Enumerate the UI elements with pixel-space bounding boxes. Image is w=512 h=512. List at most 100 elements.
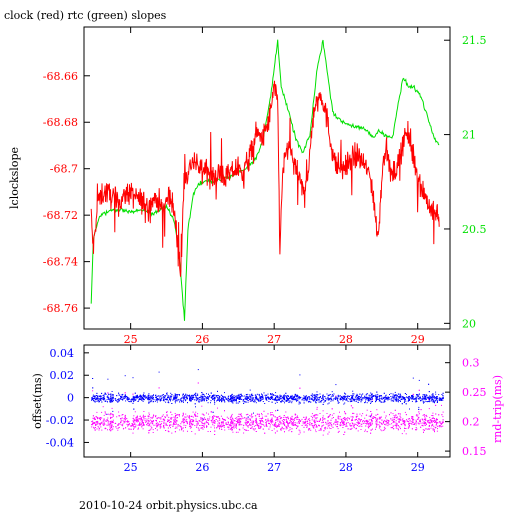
offset-point (182, 393, 184, 395)
roundtrip-point (171, 432, 173, 434)
offset-point (137, 396, 139, 398)
roundtrip-point (110, 416, 112, 418)
offset-point (272, 398, 274, 400)
offset-point (408, 398, 410, 400)
roundtrip-point (144, 418, 146, 420)
offset-point (345, 393, 347, 395)
roundtrip-point (92, 415, 94, 417)
roundtrip-point (292, 422, 293, 424)
roundtrip-point (362, 413, 364, 415)
top-plot-frame (83, 26, 451, 330)
offset-point (178, 394, 180, 395)
roundtrip-point (291, 431, 293, 433)
roundtrip-point (339, 424, 341, 426)
offset-point (191, 397, 193, 399)
roundtrip-point (316, 408, 318, 410)
offset-point (213, 394, 214, 396)
roundtrip-point (233, 427, 235, 429)
offset-point (315, 394, 317, 396)
offset-point (284, 402, 285, 404)
roundtrip-point (263, 424, 265, 426)
roundtrip-point (431, 415, 433, 416)
offset-point (136, 396, 138, 398)
offset-point (388, 397, 390, 399)
roundtrip-point (435, 413, 437, 415)
offset-point (124, 375, 126, 377)
roundtrip-point (290, 421, 292, 422)
top-right-tick-label: 21.5 (462, 34, 487, 47)
roundtrip-point (92, 423, 93, 425)
roundtrip-point (91, 424, 93, 426)
offset-point (337, 399, 338, 401)
offset-point (342, 397, 343, 398)
offset-point (145, 397, 147, 399)
offset-point (316, 398, 318, 400)
offset-point (239, 393, 241, 395)
roundtrip-point (186, 415, 188, 417)
offset-point (258, 394, 260, 396)
roundtrip-point (217, 416, 219, 418)
offset-point (279, 394, 281, 396)
top-y-axis-label: lclockslope (8, 147, 21, 209)
offset-point (327, 398, 329, 400)
roundtrip-point (302, 423, 304, 425)
roundtrip-point (239, 419, 241, 421)
offset-point (292, 397, 293, 399)
roundtrip-point (283, 416, 285, 418)
roundtrip-point (139, 418, 141, 420)
roundtrip-point (284, 431, 285, 433)
offset-point (179, 394, 180, 396)
offset-point (153, 401, 155, 402)
roundtrip-point (201, 421, 203, 423)
roundtrip-point (206, 422, 208, 424)
roundtrip-point (112, 426, 114, 428)
offset-point (127, 397, 128, 399)
offset-point (384, 401, 386, 403)
offset-point (201, 395, 203, 397)
roundtrip-point (148, 417, 150, 419)
roundtrip-point (95, 423, 96, 425)
roundtrip-point (196, 424, 198, 426)
roundtrip-point (150, 417, 152, 419)
roundtrip-point (395, 417, 397, 419)
offset-point (375, 400, 377, 402)
roundtrip-point (207, 431, 209, 432)
offset-point (230, 397, 232, 399)
offset-point (351, 400, 353, 402)
roundtrip-point (405, 433, 407, 435)
offset-point (149, 401, 151, 403)
offset-point (381, 398, 383, 400)
roundtrip-point (125, 419, 126, 421)
roundtrip-point (135, 417, 137, 419)
roundtrip-point (138, 424, 140, 426)
roundtrip-point (278, 425, 280, 427)
roundtrip-point (110, 423, 112, 425)
roundtrip-point (265, 424, 267, 426)
roundtrip-point (415, 427, 417, 428)
offset-point (407, 400, 409, 402)
roundtrip-point (264, 415, 266, 417)
offset-point (230, 395, 232, 397)
roundtrip-point (224, 429, 226, 431)
roundtrip-point (247, 418, 249, 420)
roundtrip-point (339, 416, 341, 418)
roundtrip-point (143, 416, 145, 418)
offset-point (91, 398, 93, 400)
roundtrip-point (347, 422, 349, 424)
offset-point (236, 400, 237, 402)
roundtrip-point (429, 419, 431, 421)
roundtrip-point (226, 416, 228, 418)
offset-point (92, 398, 94, 399)
roundtrip-point (269, 423, 270, 425)
offset-point (147, 394, 149, 396)
roundtrip-point (166, 415, 168, 417)
roundtrip-point (376, 421, 378, 423)
offset-point (357, 396, 359, 398)
roundtrip-point (299, 430, 301, 432)
roundtrip-point (392, 417, 394, 419)
roundtrip-point (261, 413, 262, 415)
offset-point (98, 395, 100, 397)
roundtrip-point (427, 421, 429, 423)
offset-point (249, 389, 251, 391)
offset-point (393, 394, 395, 396)
